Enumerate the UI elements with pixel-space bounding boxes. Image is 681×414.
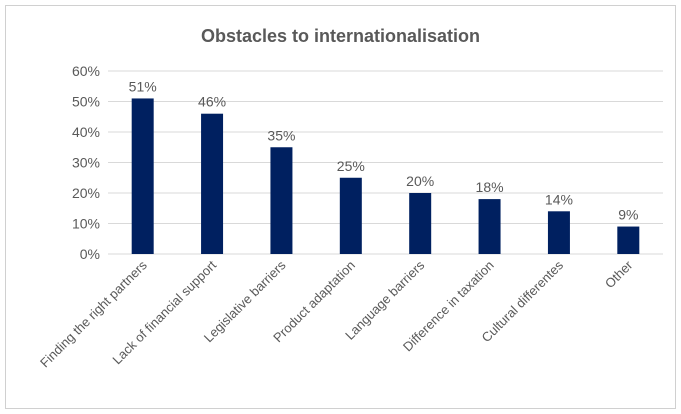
y-tick-label: 10% <box>72 216 100 232</box>
data-label: 9% <box>618 207 638 223</box>
bar <box>409 193 432 254</box>
y-tick-label: 0% <box>80 246 100 262</box>
y-tick-label: 30% <box>72 155 100 171</box>
data-label: 46% <box>198 94 226 110</box>
y-tick-label: 40% <box>72 124 100 140</box>
bar <box>339 177 362 254</box>
bar <box>131 98 154 254</box>
data-label: 20% <box>406 173 434 189</box>
bar <box>547 211 570 254</box>
data-label: 14% <box>545 191 573 207</box>
y-tick-label: 60% <box>72 63 100 79</box>
y-tick-label: 20% <box>72 185 100 201</box>
data-label: 35% <box>267 127 295 143</box>
data-label: 18% <box>476 179 504 195</box>
x-tick-label: Other <box>602 257 636 291</box>
bar <box>617 226 640 254</box>
data-label: 25% <box>337 158 365 174</box>
bar <box>270 147 293 254</box>
y-tick-label: 50% <box>72 94 100 110</box>
bar <box>201 113 224 254</box>
chart-title: Obstacles to internationalisation <box>200 26 481 46</box>
bar <box>478 199 501 254</box>
data-label: 51% <box>129 78 157 94</box>
